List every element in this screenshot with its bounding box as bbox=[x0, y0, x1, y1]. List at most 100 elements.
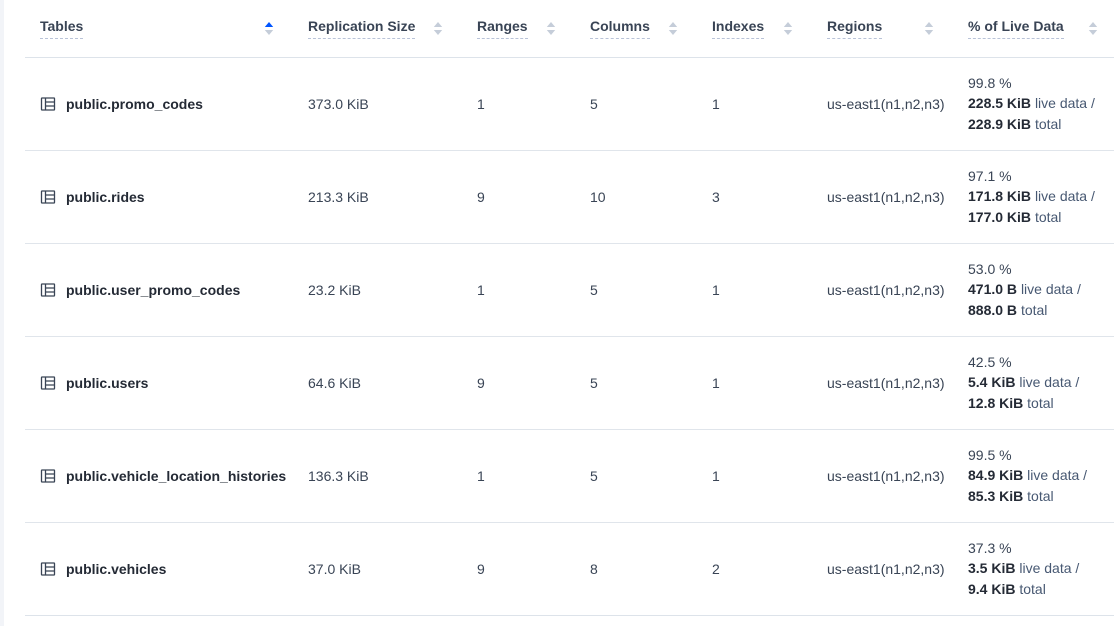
ranges-cell: 1 bbox=[459, 242, 572, 336]
column-header-indexes[interactable]: Indexes bbox=[694, 0, 809, 58]
columns-cell: 10 bbox=[572, 149, 694, 243]
panel-left-edge bbox=[0, 0, 4, 626]
live-data-percent: 37.3 % bbox=[968, 539, 1012, 556]
indexes-cell: 1 bbox=[694, 57, 809, 150]
sort-icon[interactable] bbox=[924, 21, 934, 36]
table-name-cell: public.vehicle_location_histories bbox=[25, 428, 290, 522]
table-name-cell: public.promo_codes bbox=[25, 57, 290, 150]
ranges-cell: 9 bbox=[459, 335, 572, 429]
table-row[interactable]: public.promo_codes 373.0 KiB 1 5 1 us-ea… bbox=[25, 57, 1114, 150]
live-data-cell: 99.8 % 228.5 KiB live data / 228.9 KiB t… bbox=[950, 57, 1114, 150]
regions-cell: us-east1(n1,n2,n3) bbox=[809, 57, 950, 150]
live-data-percent: 99.5 % bbox=[968, 446, 1012, 463]
table-icon bbox=[40, 468, 56, 484]
live-data-line: 84.9 KiB live data / bbox=[968, 467, 1088, 484]
live-data-line: 471.0 B live data / bbox=[968, 281, 1081, 298]
table-name-link[interactable]: public.vehicles bbox=[66, 560, 167, 577]
sort-icon[interactable] bbox=[546, 21, 556, 36]
table-icon bbox=[40, 189, 56, 205]
table-row[interactable]: public.vehicle_location_histories 136.3 … bbox=[25, 428, 1114, 522]
sort-icon[interactable] bbox=[668, 21, 678, 36]
table-row[interactable]: public.rides 213.3 KiB 9 10 3 us-east1(n… bbox=[25, 149, 1114, 243]
table-name-link[interactable]: public.vehicle_location_histories bbox=[66, 467, 287, 484]
live-data-cell: 53.0 % 471.0 B live data / 888.0 B total bbox=[950, 242, 1114, 336]
regions-cell: us-east1(n1,n2,n3) bbox=[809, 428, 950, 522]
regions-cell: us-east1(n1,n2,n3) bbox=[809, 335, 950, 429]
column-header-live-data-label[interactable]: % of Live Data bbox=[968, 18, 1064, 39]
table-name-link[interactable]: public.users bbox=[66, 374, 149, 391]
column-header-live-data[interactable]: % of Live Data bbox=[950, 0, 1114, 58]
column-header-columns[interactable]: Columns bbox=[572, 0, 694, 58]
sort-icon[interactable] bbox=[1088, 21, 1098, 36]
table-row[interactable]: public.users 64.6 KiB 9 5 1 us-east1(n1,… bbox=[25, 335, 1114, 429]
column-header-ranges[interactable]: Ranges bbox=[459, 0, 572, 58]
column-header-tables[interactable]: Tables bbox=[25, 0, 290, 58]
indexes-cell: 2 bbox=[694, 521, 809, 616]
indexes-cell: 1 bbox=[694, 242, 809, 336]
total-data-line: 85.3 KiB total bbox=[968, 487, 1054, 504]
column-header-replication-size-label[interactable]: Replication Size bbox=[308, 18, 416, 39]
live-data-percent: 97.1 % bbox=[968, 167, 1012, 184]
table-icon bbox=[40, 282, 56, 298]
sort-icon[interactable] bbox=[264, 21, 274, 36]
columns-cell: 5 bbox=[572, 242, 694, 336]
live-data-percent: 42.5 % bbox=[968, 353, 1012, 370]
table-row[interactable]: public.user_promo_codes 23.2 KiB 1 5 1 u… bbox=[25, 242, 1114, 336]
columns-cell: 5 bbox=[572, 57, 694, 150]
indexes-cell: 1 bbox=[694, 428, 809, 522]
regions-cell: us-east1(n1,n2,n3) bbox=[809, 149, 950, 243]
live-data-cell: 97.1 % 171.8 KiB live data / 177.0 KiB t… bbox=[950, 149, 1114, 243]
total-data-line: 177.0 KiB total bbox=[968, 208, 1062, 225]
table-row[interactable]: public.vehicles 37.0 KiB 9 8 2 us-east1(… bbox=[25, 521, 1114, 616]
ranges-cell: 9 bbox=[459, 149, 572, 243]
regions-cell: us-east1(n1,n2,n3) bbox=[809, 242, 950, 336]
table-name-cell: public.vehicles bbox=[25, 521, 290, 616]
column-header-ranges-label[interactable]: Ranges bbox=[477, 18, 528, 39]
live-data-line: 5.4 KiB live data / bbox=[968, 374, 1080, 391]
replication-size-cell: 373.0 KiB bbox=[290, 57, 459, 150]
indexes-cell: 3 bbox=[694, 149, 809, 243]
sort-icon[interactable] bbox=[783, 21, 793, 36]
replication-size-cell: 37.0 KiB bbox=[290, 521, 459, 616]
replication-size-cell: 64.6 KiB bbox=[290, 335, 459, 429]
columns-cell: 5 bbox=[572, 428, 694, 522]
table-name-cell: public.user_promo_codes bbox=[25, 242, 290, 336]
table-name-cell: public.rides bbox=[25, 149, 290, 243]
live-data-percent: 99.8 % bbox=[968, 74, 1012, 91]
replication-size-cell: 136.3 KiB bbox=[290, 428, 459, 522]
live-data-cell: 42.5 % 5.4 KiB live data / 12.8 KiB tota… bbox=[950, 335, 1114, 429]
total-data-line: 228.9 KiB total bbox=[968, 115, 1062, 132]
column-header-regions-label[interactable]: Regions bbox=[827, 18, 883, 39]
tables-list-panel: Tables Replication Size bbox=[4, 0, 1114, 616]
live-data-line: 228.5 KiB live data / bbox=[968, 95, 1095, 112]
replication-size-cell: 213.3 KiB bbox=[290, 149, 459, 243]
indexes-cell: 1 bbox=[694, 335, 809, 429]
live-data-cell: 37.3 % 3.5 KiB live data / 9.4 KiB total bbox=[950, 521, 1114, 616]
table-icon bbox=[40, 561, 56, 577]
column-header-columns-label[interactable]: Columns bbox=[590, 18, 650, 39]
table-name-cell: public.users bbox=[25, 335, 290, 429]
ranges-cell: 9 bbox=[459, 521, 572, 616]
column-header-regions[interactable]: Regions bbox=[809, 0, 950, 58]
column-header-tables-label[interactable]: Tables bbox=[40, 18, 84, 39]
column-header-replication-size[interactable]: Replication Size bbox=[290, 0, 459, 58]
table-name-link[interactable]: public.user_promo_codes bbox=[66, 281, 241, 298]
live-data-percent: 53.0 % bbox=[968, 260, 1012, 277]
live-data-cell: 99.5 % 84.9 KiB live data / 85.3 KiB tot… bbox=[950, 428, 1114, 522]
total-data-line: 9.4 KiB total bbox=[968, 580, 1046, 597]
ranges-cell: 1 bbox=[459, 428, 572, 522]
sort-icon[interactable] bbox=[433, 21, 443, 36]
ranges-cell: 1 bbox=[459, 57, 572, 150]
column-header-indexes-label[interactable]: Indexes bbox=[712, 18, 765, 39]
live-data-line: 3.5 KiB live data / bbox=[968, 560, 1080, 577]
table-name-link[interactable]: public.promo_codes bbox=[66, 95, 203, 112]
total-data-line: 12.8 KiB total bbox=[968, 394, 1054, 411]
table-icon bbox=[40, 96, 56, 112]
replication-size-cell: 23.2 KiB bbox=[290, 242, 459, 336]
columns-cell: 5 bbox=[572, 335, 694, 429]
tables-table: Tables Replication Size bbox=[25, 0, 1114, 616]
live-data-line: 171.8 KiB live data / bbox=[968, 188, 1095, 205]
total-data-line: 888.0 B total bbox=[968, 301, 1048, 318]
table-name-link[interactable]: public.rides bbox=[66, 188, 145, 205]
table-icon bbox=[40, 375, 56, 391]
